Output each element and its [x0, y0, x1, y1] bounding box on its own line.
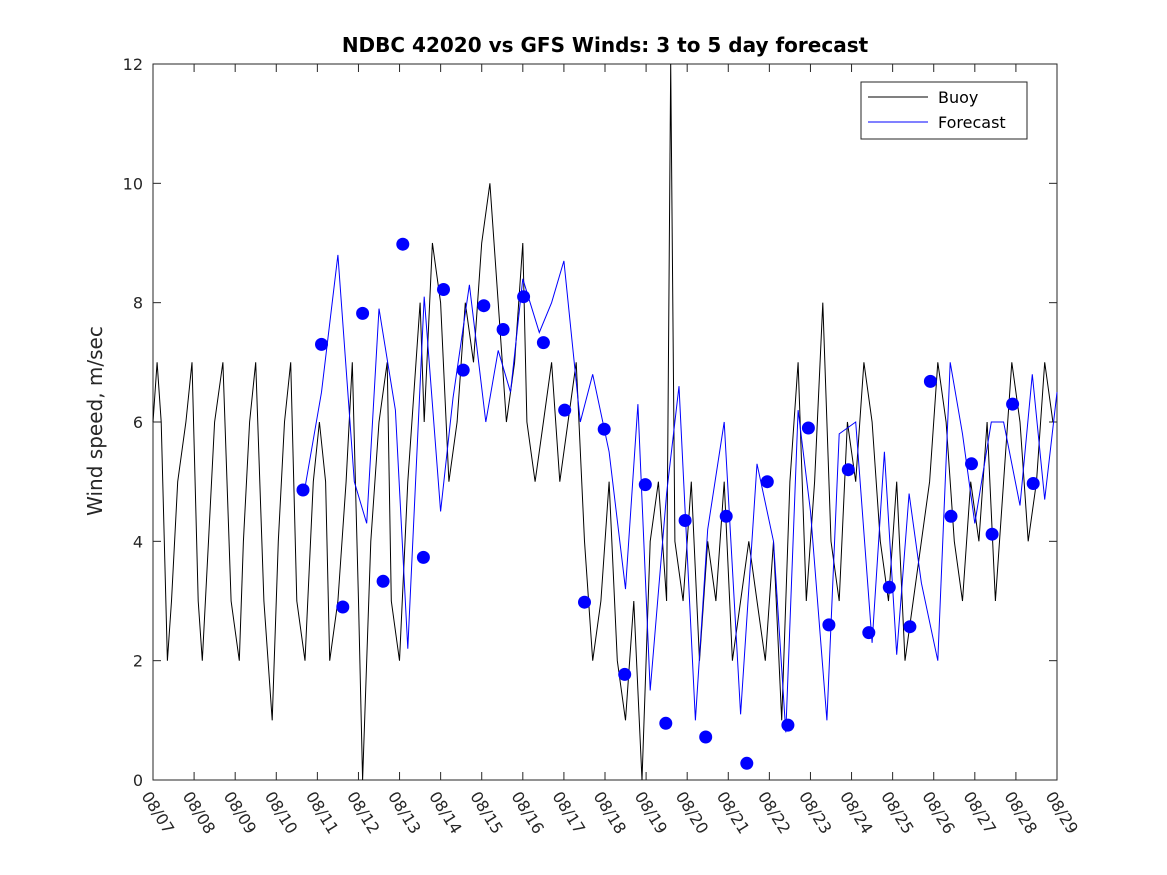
y-tick-label: 0: [133, 771, 143, 790]
forecast-point: [719, 509, 733, 523]
legend: Buoy Forecast: [860, 81, 1028, 140]
y-tick-label: 8: [133, 294, 143, 313]
x-tick-label: 08/13: [384, 788, 425, 837]
forecast-point: [315, 337, 328, 351]
forecast-point: [882, 580, 896, 594]
x-tick-label: 08/19: [631, 788, 672, 837]
forecast-point: [558, 403, 572, 417]
forecast-point: [965, 457, 978, 471]
y-tick-label: 10: [123, 174, 143, 193]
y-axis-label: Wind speed, m/sec: [83, 326, 107, 516]
forecast-point: [597, 422, 611, 436]
legend-box: [860, 81, 1028, 140]
x-tick-label: 08/11: [302, 788, 343, 837]
forecast-point: [356, 306, 370, 320]
forecast-point: [781, 718, 795, 732]
series-forecast: [296, 237, 1058, 770]
x-tick-label: 08/25: [877, 788, 918, 837]
x-tick-label: 08/07: [138, 788, 179, 837]
x-tick-label: 08/08: [179, 788, 220, 837]
plot-area: [152, 63, 1058, 781]
forecast-point: [659, 716, 673, 730]
forecast-point: [903, 620, 917, 634]
forecast-point: [396, 237, 410, 251]
y-tick-label: 6: [133, 413, 143, 432]
y-tick-label: 2: [133, 652, 143, 671]
forecast-point: [985, 527, 999, 541]
forecast-point: [456, 363, 470, 377]
x-tick-label: 08/29: [1042, 788, 1083, 837]
forecast-point: [822, 618, 836, 632]
series-line-buoy: [152, 63, 1054, 781]
forecast-point: [944, 509, 958, 523]
forecast-point: [1026, 477, 1040, 490]
y-tick-label: 4: [133, 532, 143, 551]
series-line-forecast: [304, 254, 1058, 733]
x-tick-label: 08/21: [713, 788, 754, 837]
x-tick-label: 08/15: [466, 788, 507, 837]
forecast-point: [699, 730, 713, 744]
x-tick-label: 08/20: [672, 788, 713, 837]
forecast-point: [296, 483, 310, 497]
forecast-point: [336, 600, 350, 614]
series-layer: [152, 63, 1058, 781]
forecast-point: [437, 283, 450, 296]
y-tick-label: 12: [123, 55, 143, 74]
axes-box: [152, 63, 1058, 781]
legend-buoy-label: Buoy: [938, 88, 978, 107]
forecast-point: [578, 595, 591, 609]
x-tick-label: 08/23: [795, 788, 836, 837]
forecast-point: [536, 336, 550, 350]
forecast-point: [618, 667, 632, 681]
x-tick-label: 08/28: [1001, 788, 1042, 837]
legend-forecast-label: Forecast: [938, 113, 1006, 132]
x-tick-label: 08/22: [754, 788, 795, 837]
forecast-point: [740, 756, 754, 770]
forecast-point: [638, 478, 652, 492]
x-tick-label: 08/26: [918, 788, 959, 837]
forecast-point: [841, 463, 855, 477]
x-tick-label: 08/27: [959, 788, 1000, 837]
x-tick-label: 08/14: [425, 788, 466, 837]
x-tick-label: 08/10: [261, 788, 302, 837]
x-tick-label: 08/24: [836, 788, 877, 837]
chart-title: NDBC 42020 vs GFS Winds: 3 to 5 day fore…: [342, 33, 869, 57]
forecast-point: [760, 475, 774, 489]
series-buoy: [152, 63, 1054, 781]
forecast-point: [496, 323, 510, 336]
forecast-point: [678, 514, 692, 527]
y-axis: 0 2 4 6 8 10 12: [123, 55, 1057, 790]
forecast-point: [416, 550, 430, 564]
x-tick-label: 08/18: [590, 788, 631, 837]
forecast-point: [477, 299, 491, 313]
x-tick-label: 08/16: [507, 788, 548, 837]
forecast-point: [801, 421, 815, 435]
x-tick-label: 08/12: [343, 788, 384, 837]
forecast-point: [376, 574, 390, 588]
forecast-point: [1006, 397, 1020, 411]
forecast-point: [517, 290, 531, 304]
forecast-point: [923, 374, 937, 388]
x-tick-label: 08/17: [549, 788, 590, 837]
x-tick-label: 08/09: [220, 788, 261, 837]
forecast-point: [862, 626, 876, 640]
